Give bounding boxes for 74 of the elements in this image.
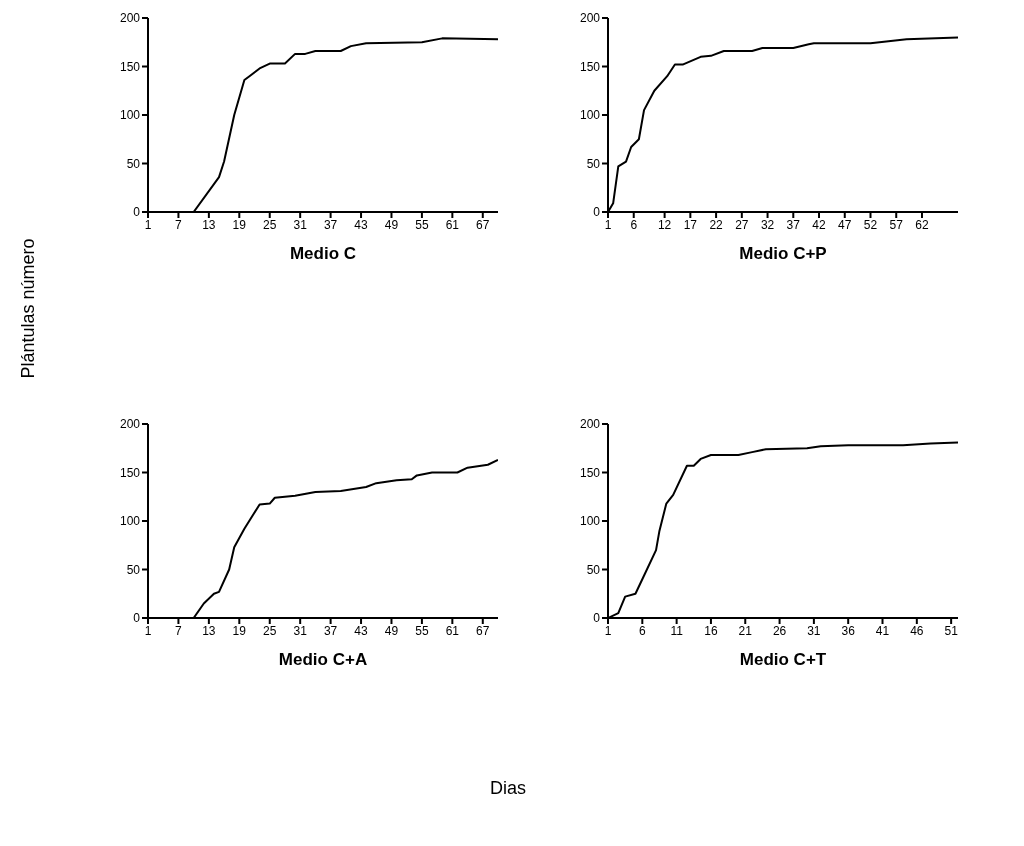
x-tick-label: 37 [323, 623, 338, 638]
y-tick-label: 150 [579, 465, 601, 480]
text: Medio C [288, 244, 357, 264]
y-tick-label: 50 [586, 156, 601, 171]
x-tick-label: 61 [445, 623, 460, 638]
y-tick-label: 150 [119, 59, 141, 74]
x-tick-label: 13 [202, 623, 216, 638]
y-tick-label: 0 [133, 611, 141, 626]
x-tick-label: 26 [772, 623, 787, 638]
x-tick-label: 61 [445, 217, 460, 232]
x-tick-label: 6 [638, 623, 646, 638]
y-tick-label: 100 [579, 514, 601, 529]
x-tick-label: 67 [476, 217, 490, 232]
y-tick-label: 150 [579, 59, 601, 74]
y-tick-label: 200 [119, 417, 141, 432]
x-tick-label: 47 [838, 217, 852, 232]
y-tick-label: 200 [119, 11, 141, 26]
x-tick-label: 67 [476, 623, 490, 638]
x-tick-label: 12 [657, 217, 672, 232]
x-tick-label: 37 [786, 217, 801, 232]
x-tick-label: 46 [910, 623, 924, 638]
text: Medio C+P [738, 244, 827, 264]
x-tick-label: 41 [875, 623, 890, 638]
x-tick-label: 17 [683, 217, 698, 232]
y-axis-title: Plántulas número [17, 237, 39, 379]
y-tick-label: 0 [593, 611, 601, 626]
y-tick-label: 0 [593, 205, 601, 220]
x-tick-label: 6 [630, 217, 638, 232]
x-tick-label: 27 [735, 217, 749, 232]
x-tick-label: 25 [263, 217, 277, 232]
x-tick-label: 57 [889, 217, 904, 232]
x-tick-label: 49 [384, 623, 399, 638]
x-tick-label: 1 [144, 217, 152, 232]
x-tick-label: 55 [415, 623, 429, 638]
y-tick-label: 100 [119, 514, 141, 529]
x-tick-label: 1 [604, 623, 612, 638]
x-tick-label: 32 [760, 217, 775, 232]
x-tick-label: 31 [293, 217, 308, 232]
x-tick-label: 37 [323, 217, 338, 232]
x-tick-label: 42 [812, 217, 827, 232]
text: Medio C+T [738, 650, 827, 670]
x-tick-label: 11 [670, 623, 684, 638]
y-tick-label: 150 [119, 465, 141, 480]
text: Medio C+A [277, 650, 368, 670]
y-tick-label: 50 [126, 562, 141, 577]
y-tick-label: 50 [126, 156, 141, 171]
x-tick-label: 62 [915, 217, 929, 232]
x-tick-label: 1 [144, 623, 152, 638]
y-tick-label: 200 [579, 11, 601, 26]
x-tick-label: 55 [415, 217, 429, 232]
x-tick-label: 1 [604, 217, 612, 232]
x-tick-label: 49 [384, 217, 399, 232]
y-tick-label: 100 [119, 108, 141, 123]
x-axis-title: Dias [489, 778, 527, 799]
x-tick-label: 19 [232, 217, 247, 232]
y-tick-label: 100 [579, 108, 601, 123]
x-tick-label: 13 [202, 217, 216, 232]
x-tick-label: 19 [232, 623, 247, 638]
x-tick-label: 51 [944, 623, 959, 638]
y-tick-label: 200 [579, 417, 601, 432]
x-tick-label: 43 [354, 623, 369, 638]
y-tick-label: 0 [133, 205, 141, 220]
x-tick-label: 21 [738, 623, 753, 638]
x-tick-label: 31 [807, 623, 821, 638]
x-tick-label: 22 [709, 217, 724, 232]
x-tick-label: 43 [354, 217, 369, 232]
y-tick-label: 50 [586, 562, 601, 577]
x-tick-label: 31 [293, 623, 308, 638]
x-tick-label: 16 [704, 623, 718, 638]
x-tick-label: 7 [175, 217, 183, 232]
x-tick-label: 7 [175, 623, 183, 638]
x-tick-label: 52 [863, 217, 878, 232]
x-tick-label: 25 [263, 623, 277, 638]
x-tick-label: 36 [841, 623, 856, 638]
